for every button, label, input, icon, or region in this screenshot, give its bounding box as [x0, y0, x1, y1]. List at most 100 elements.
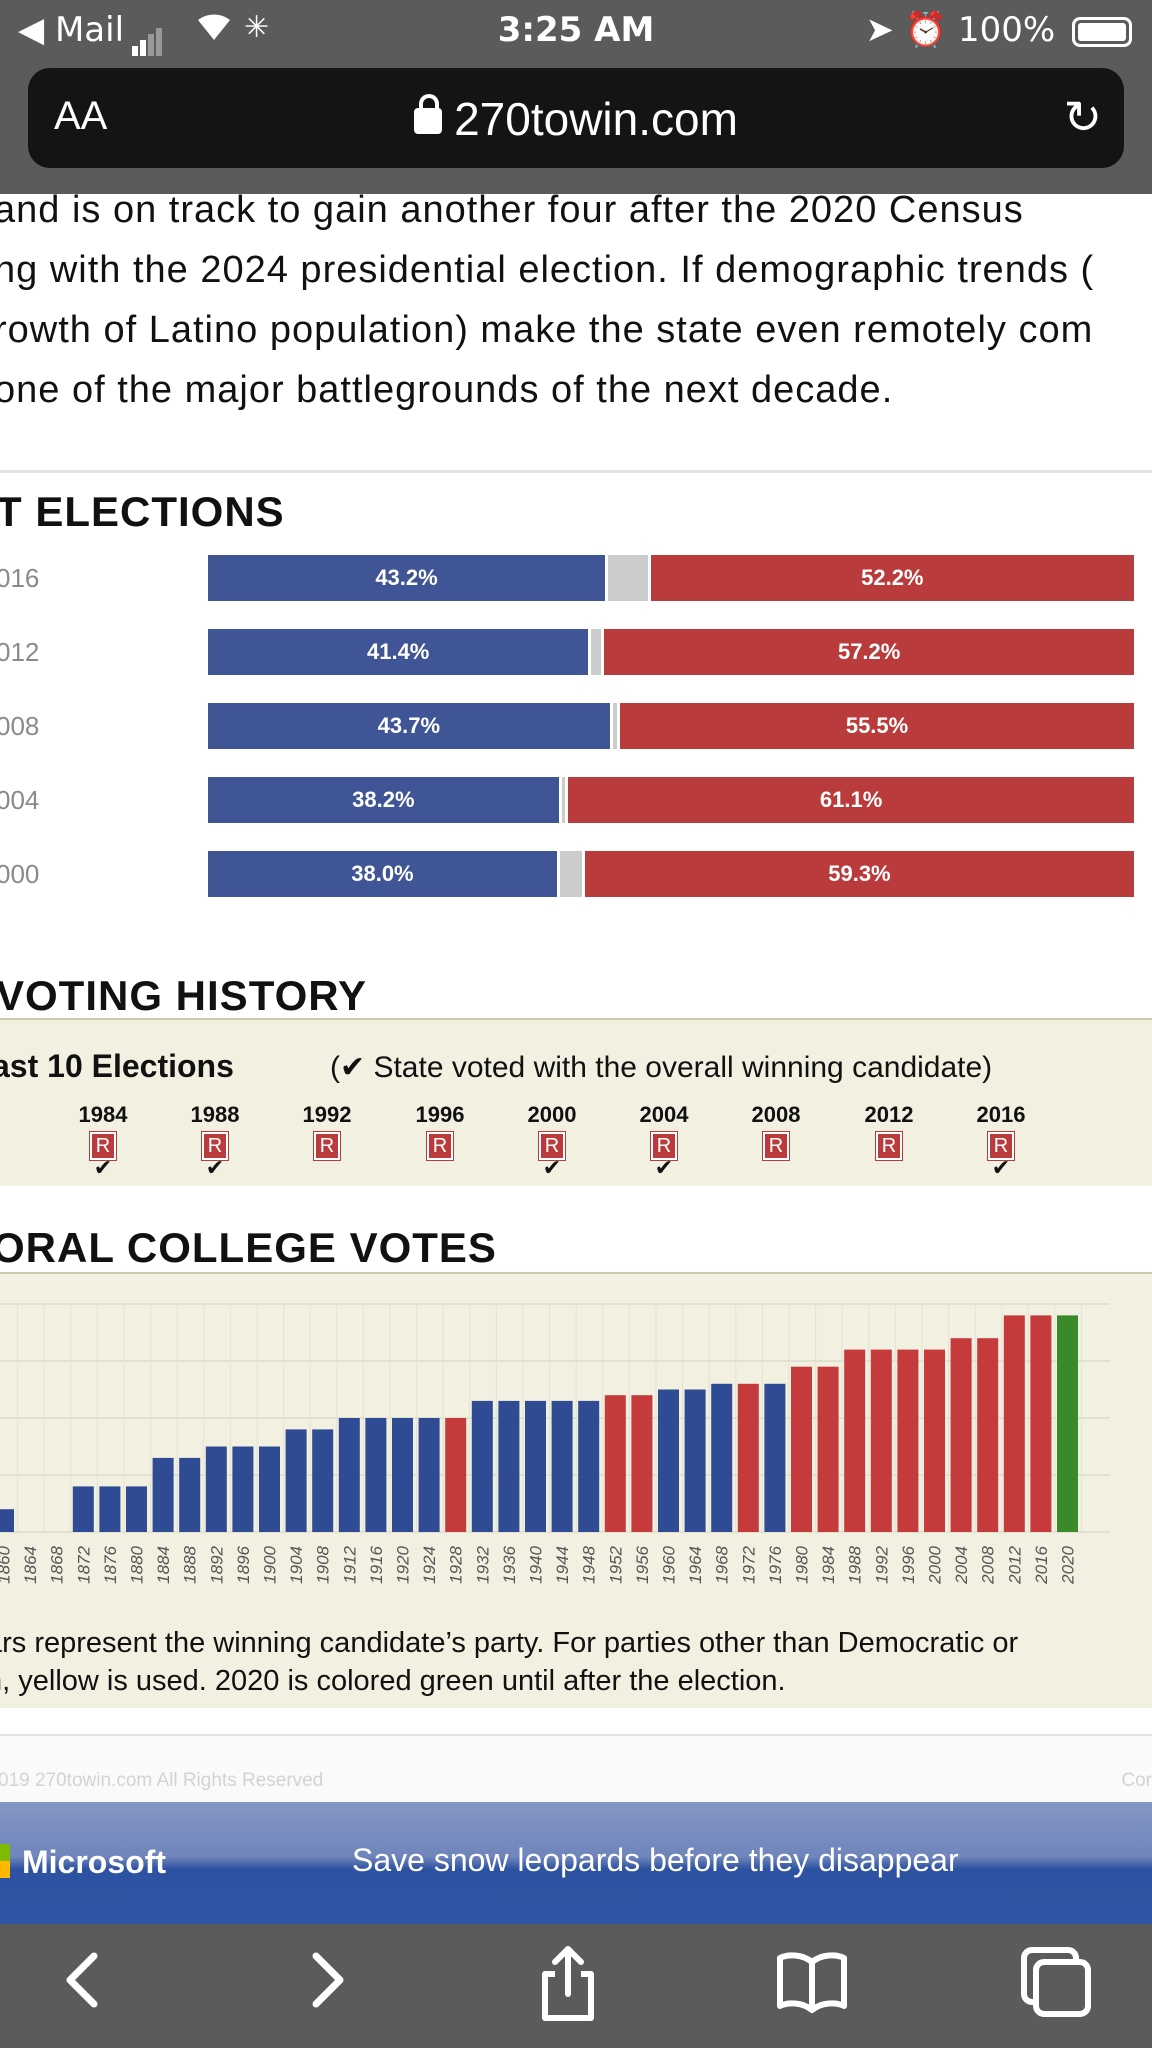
- bar-1888[interactable]: [179, 1457, 201, 1532]
- voting-history-note: (✔ State voted with the overall winning …: [330, 1051, 993, 1084]
- tick-label-1900: 1900: [261, 1545, 280, 1583]
- bar-1964[interactable]: [684, 1389, 706, 1533]
- bar-1884[interactable]: [152, 1457, 174, 1532]
- history-item[interactable]: 2016 R ✔: [966, 1102, 1036, 1179]
- back-to-app-link[interactable]: ◀ Mail: [18, 10, 125, 50]
- bar-1936[interactable]: [498, 1400, 520, 1532]
- tick-label-1892: 1892: [207, 1545, 226, 1583]
- bar-1976[interactable]: [764, 1383, 786, 1532]
- bar-1928[interactable]: [445, 1418, 467, 1532]
- article-line: and is on track to gain another four aft…: [0, 189, 1024, 231]
- history-item[interactable]: 80R✔: [0, 1102, 18, 1176]
- election-year: 008: [0, 711, 40, 741]
- bar-2004[interactable]: [950, 1338, 972, 1532]
- bar-1880[interactable]: [126, 1486, 147, 1532]
- tabs-button[interactable]: [996, 1944, 1116, 2017]
- bar-1948[interactable]: [578, 1400, 600, 1532]
- bar-1896[interactable]: [232, 1446, 254, 1533]
- democratic-bar: 38.0%: [208, 851, 557, 897]
- tick-label-1872: 1872: [74, 1545, 93, 1583]
- reload-icon[interactable]: ↻: [1063, 90, 1102, 144]
- tick-label-2004: 2004: [952, 1546, 971, 1585]
- history-item[interactable]: 2012 R: [854, 1102, 924, 1176]
- bar-1872[interactable]: [72, 1486, 94, 1532]
- bar-1996[interactable]: [897, 1349, 919, 1532]
- bar-1892[interactable]: [205, 1446, 227, 1533]
- bar-2012[interactable]: [1003, 1315, 1025, 1532]
- advertisement-banner[interactable]: Microsoft Save snow leopards before they…: [0, 1802, 1152, 1924]
- history-year: 1988: [190, 1102, 240, 1127]
- bar-1912[interactable]: [338, 1418, 360, 1532]
- bar-1920[interactable]: [392, 1418, 413, 1532]
- bar-1956[interactable]: [631, 1395, 653, 1532]
- bar-1972[interactable]: [737, 1383, 759, 1532]
- bar-2008[interactable]: [977, 1338, 999, 1532]
- tick-label-1992: 1992: [872, 1545, 891, 1583]
- bar-1952[interactable]: [604, 1395, 626, 1532]
- tick-label-1956: 1956: [633, 1545, 652, 1583]
- wifi-icon: [192, 6, 236, 51]
- url-display[interactable]: 270towin.com: [28, 92, 1124, 146]
- battery-icon: [1072, 16, 1132, 47]
- back-button[interactable]: [24, 1944, 144, 2014]
- bar-1916[interactable]: [365, 1418, 387, 1532]
- forward-button[interactable]: [266, 1944, 386, 2014]
- bar-1968[interactable]: [711, 1383, 733, 1532]
- bar-1940[interactable]: [525, 1400, 546, 1532]
- history-item[interactable]: 1988 R ✔: [180, 1102, 250, 1179]
- history-item[interactable]: 1996 R: [405, 1102, 475, 1176]
- address-bar[interactable]: AA 270towin.com ↻: [28, 68, 1124, 168]
- history-item[interactable]: 2000 R ✔: [517, 1102, 587, 1180]
- tick-label-2016: 2016: [1032, 1545, 1051, 1584]
- history-item[interactable]: 1984 R ✔: [68, 1102, 138, 1179]
- bar-1992[interactable]: [870, 1349, 892, 1532]
- bar-1984[interactable]: [817, 1366, 839, 1532]
- bar-2000[interactable]: [924, 1349, 945, 1532]
- bar-1932[interactable]: [471, 1400, 493, 1532]
- republican-bar: 52.2%: [650, 555, 1134, 601]
- bar-1900[interactable]: [259, 1446, 280, 1533]
- tick-label-1984: 1984: [819, 1546, 838, 1584]
- republican-bar: 57.2%: [604, 629, 1134, 675]
- text-size-button[interactable]: AA: [54, 94, 108, 138]
- bar-1876[interactable]: [99, 1486, 121, 1532]
- tick-label-1864: 1864: [21, 1546, 40, 1584]
- bar-1860[interactable]: [0, 1509, 14, 1532]
- bar-1908[interactable]: [312, 1429, 334, 1532]
- history-item[interactable]: 2008 R: [741, 1102, 811, 1176]
- share-button[interactable]: [508, 1944, 628, 2021]
- tick-label-1964: 1964: [686, 1546, 705, 1584]
- bar-2016[interactable]: [1030, 1315, 1052, 1532]
- democratic-bar: 43.7%: [208, 703, 610, 749]
- loading-icon: ✳: [244, 10, 270, 45]
- checkmark-icon: [741, 1160, 811, 1176]
- election-row: 004 38.2% 61.1%: [0, 777, 1152, 825]
- bar-1988[interactable]: [844, 1349, 866, 1532]
- bar-1960[interactable]: [658, 1389, 679, 1533]
- voting-history-title: VOTING HISTORY: [0, 972, 368, 1019]
- history-item[interactable]: 1992 R: [292, 1102, 362, 1176]
- checkmark-icon: [405, 1160, 475, 1176]
- tick-label-1988: 1988: [846, 1545, 865, 1583]
- contact-link[interactable]: Cor: [1121, 1770, 1152, 1791]
- checkmark-icon: ✔: [542, 1155, 562, 1180]
- republican-bar: 55.5%: [620, 703, 1134, 749]
- tabs-icon: [1021, 1947, 1091, 2017]
- election-row: 012 41.4% 57.2%: [0, 629, 1152, 677]
- voting-history-subtitle: ast 10 Elections: [0, 1048, 234, 1084]
- bookmarks-button[interactable]: [752, 1944, 872, 2014]
- bar-1980[interactable]: [791, 1366, 812, 1532]
- election-row: 016 43.2% 52.2%: [0, 555, 1152, 603]
- election-row: 008 43.7% 55.5%: [0, 703, 1152, 751]
- bar-2020[interactable]: [1057, 1315, 1078, 1532]
- bar-1944[interactable]: [551, 1400, 573, 1532]
- party-badge: R: [201, 1131, 229, 1161]
- tick-label-1916: 1916: [367, 1545, 386, 1583]
- electoral-college-footnote: ars represent the winning candidate’s pa…: [0, 1624, 1018, 1700]
- bar-1904[interactable]: [285, 1429, 307, 1532]
- tick-label-2020: 2020: [1059, 1545, 1078, 1584]
- history-item[interactable]: 2004 R ✔: [629, 1102, 699, 1179]
- electoral-college-title: ORAL COLLEGE VOTES: [0, 1224, 497, 1271]
- bar-1924[interactable]: [418, 1418, 440, 1532]
- tick-label-1860: 1860: [0, 1545, 14, 1583]
